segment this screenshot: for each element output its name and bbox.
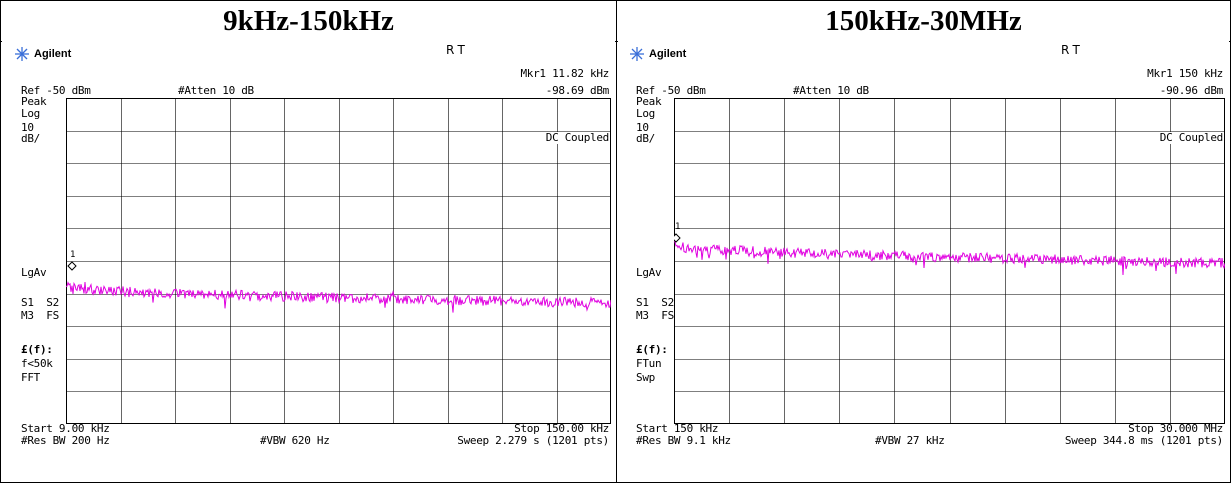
spectrum-plot: DC Coupled 1 bbox=[66, 98, 611, 424]
lf-line-2: Swp bbox=[636, 371, 655, 384]
avg-label: LgAv bbox=[21, 266, 47, 279]
stop-frequency: Stop 30.000 MHz bbox=[1128, 422, 1223, 435]
spectrum-graticule bbox=[674, 98, 1225, 424]
marker-level: -98.69 dBm bbox=[545, 84, 610, 97]
video-bandwidth: #VBW 620 Hz bbox=[260, 434, 330, 447]
start-frequency: Start 150 kHz bbox=[636, 422, 719, 435]
s1s2-label: S1 S2 bbox=[636, 296, 674, 309]
spectrum-trace bbox=[66, 281, 611, 313]
lf-line-2: FFT bbox=[21, 371, 40, 384]
attenuation: #Atten 10 dB bbox=[793, 84, 869, 97]
sweep-time: Sweep 2.279 s (1201 pts) bbox=[457, 434, 609, 447]
brand-label: Agilent bbox=[649, 48, 687, 60]
ref-level: Ref -50 dBm bbox=[636, 84, 706, 97]
brand-label: Agilent bbox=[34, 48, 72, 60]
m3fs-label: M3 FS bbox=[636, 309, 674, 322]
agilent-logo-icon bbox=[15, 47, 29, 61]
lf-label: £(f): bbox=[21, 343, 53, 356]
avg-label: LgAv bbox=[636, 266, 662, 279]
sweep-time: Sweep 344.8 ms (1201 pts) bbox=[1064, 434, 1223, 447]
stop-frequency: Stop 150.00 kHz bbox=[514, 422, 609, 435]
graticule-frame bbox=[674, 98, 1225, 424]
scale-value: 10 bbox=[636, 121, 649, 134]
spectrum-graticule bbox=[66, 98, 611, 424]
analyzer-screen: Agilent R T Mkr1 11.82 kHz Ref -50 dBm #… bbox=[2, 41, 615, 481]
coupling-label: DC Coupled bbox=[1159, 131, 1223, 144]
agilent-logo-icon bbox=[630, 47, 644, 61]
scale-type: Log bbox=[21, 107, 40, 120]
lf-label: £(f): bbox=[636, 343, 668, 356]
panel-title: 150kHz-30MHz bbox=[617, 1, 1230, 42]
scale-unit: dB/ bbox=[636, 132, 655, 145]
marker-readout: Mkr1 150 kHz bbox=[1147, 67, 1223, 80]
right-panel: 150kHz-30MHz Agilent R T Mkr1 150 kHz Re… bbox=[616, 0, 1231, 483]
spectrum-plot: DC Coupled 1 bbox=[674, 98, 1225, 424]
spectrum-trace bbox=[674, 240, 1225, 276]
m3fs-label: M3 FS bbox=[21, 309, 59, 322]
marker-number: 1 bbox=[675, 222, 681, 232]
attenuation: #Atten 10 dB bbox=[178, 84, 254, 97]
marker-diamond bbox=[67, 261, 77, 271]
detector-label: Peak bbox=[636, 95, 662, 108]
lf-line-1: f<50k bbox=[21, 357, 53, 370]
marker-readout: Mkr1 11.82 kHz bbox=[520, 67, 609, 80]
resolution-bandwidth: #Res BW 9.1 kHz bbox=[636, 434, 731, 447]
panel-title: 9kHz-150kHz bbox=[1, 1, 616, 42]
mode-indicator: R T bbox=[446, 43, 465, 57]
resolution-bandwidth: #Res BW 200 Hz bbox=[21, 434, 110, 447]
scale-value: 10 bbox=[21, 121, 34, 134]
s1s2-label: S1 S2 bbox=[21, 296, 59, 309]
video-bandwidth: #VBW 27 kHz bbox=[875, 434, 945, 447]
scale-unit: dB/ bbox=[21, 132, 40, 145]
marker-diamond bbox=[674, 233, 681, 243]
analyzer-screen: Agilent R T Mkr1 150 kHz Ref -50 dBm #At… bbox=[618, 41, 1229, 481]
ref-level: Ref -50 dBm bbox=[21, 84, 91, 97]
marker-number: 1 bbox=[70, 250, 76, 260]
coupling-label: DC Coupled bbox=[545, 131, 609, 144]
start-frequency: Start 9.00 kHz bbox=[21, 422, 110, 435]
scale-type: Log bbox=[636, 107, 655, 120]
detector-label: Peak bbox=[21, 95, 47, 108]
left-panel: 9kHz-150kHz Agilent R T Mkr1 11.82 kHz R… bbox=[0, 0, 617, 483]
graticule-frame bbox=[66, 98, 611, 424]
mode-indicator: R T bbox=[1061, 43, 1080, 57]
lf-line-1: FTun bbox=[636, 357, 662, 370]
marker-level: -90.96 dBm bbox=[1159, 84, 1224, 97]
